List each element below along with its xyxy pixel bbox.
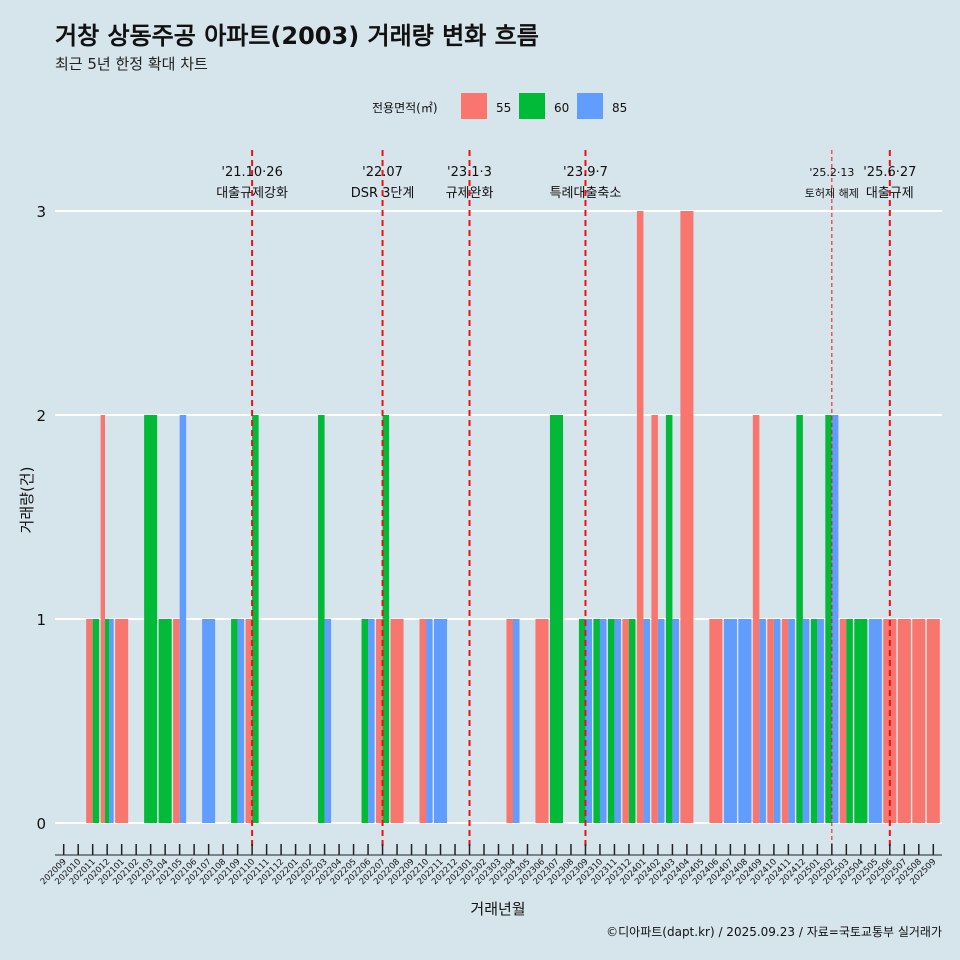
bar-202109-85	[237, 619, 245, 823]
bar-202403-85	[672, 619, 679, 823]
event-label: DSR 3단계	[351, 186, 415, 201]
bar-202011-55	[86, 619, 93, 823]
bar-202312-55	[622, 619, 629, 823]
bar-202210-85	[426, 619, 433, 823]
bar-202411-55	[781, 619, 789, 823]
bar-202402-55	[651, 415, 658, 823]
legend-label: 55	[496, 101, 511, 115]
bar-202409-85	[759, 619, 766, 823]
bar-202401-55	[636, 211, 644, 823]
event-date: '25.6·27	[863, 165, 916, 180]
bar-202107-85	[202, 619, 216, 823]
legend-title: 전용면적(㎡)	[372, 101, 438, 115]
bar-202311-85	[614, 619, 621, 823]
bar-202504-60	[854, 619, 868, 823]
event-date: '25.2·13	[809, 166, 854, 179]
bar-202409-55	[752, 415, 760, 823]
bar-202412-85	[802, 619, 810, 823]
y-tick-label: 2	[36, 407, 46, 425]
bar-202407-85	[723, 619, 737, 823]
bar-202012-55	[100, 415, 105, 823]
bar-202210-55	[419, 619, 427, 823]
bar-202310-85	[599, 619, 607, 823]
legend: 전용면적(㎡) 55 60 85	[372, 93, 627, 119]
legend-key-85	[577, 93, 603, 119]
bar-202104-60	[158, 619, 172, 823]
event-date: '21.10·26	[221, 165, 282, 180]
bar-202110-60	[252, 415, 259, 823]
legend-key-55	[461, 93, 487, 119]
bar-202206-85	[368, 619, 375, 823]
bar-202110-55	[245, 619, 253, 823]
bar-202206-60	[361, 619, 369, 823]
bar-202501-85	[817, 619, 824, 823]
chart-caption: ©디아파트(dapt.kr) / 2025.09.23 / 자료=국토교통부 실…	[606, 925, 942, 939]
bar-202404-55	[680, 211, 694, 823]
bar-202105-85	[179, 415, 187, 823]
bar-202312-60	[628, 619, 636, 823]
bar-202401-85	[643, 619, 650, 823]
bar-202411-85	[788, 619, 795, 823]
chart-subtitle: 최근 5년 한정 확대 차트	[55, 55, 208, 73]
legend-label: 85	[612, 101, 627, 115]
bar-202402-85	[657, 619, 665, 823]
bar-202307-60	[549, 415, 563, 823]
bar-202502-85	[831, 415, 839, 823]
bar-202207-60	[382, 415, 390, 823]
y-axis-label: 거래량(건)	[18, 467, 36, 534]
bar-202306-55	[535, 619, 549, 823]
event-label: 규제완화	[446, 186, 494, 201]
bar-202502-60	[825, 415, 832, 823]
bar-202203-85	[324, 619, 332, 823]
bar-202203-60	[318, 415, 325, 823]
legend-key-60	[519, 93, 545, 119]
event-label: 대출규제강화	[216, 186, 288, 201]
bar-202503-55	[839, 619, 847, 823]
event-date: '22.07	[362, 165, 403, 180]
bar-202211-85	[434, 619, 448, 823]
bar-202109-60	[231, 619, 238, 823]
bar-202103-60	[144, 415, 158, 823]
bar-202304-85	[512, 619, 520, 823]
bar-202406-55	[709, 619, 723, 823]
plot-area: 0 1 2 3 '21.10·26 대출규제강화 '22.07 DSR 3단계 '23.1·3…	[36, 150, 942, 887]
bar-202011-60	[92, 619, 100, 823]
event-date: '23.1·3	[447, 165, 492, 180]
event-label: 대출규제	[866, 186, 914, 201]
bar-202410-55	[767, 619, 774, 823]
event-date: '23.9·7	[563, 165, 608, 180]
y-tick-label: 1	[36, 611, 46, 629]
bar-202311-60	[607, 619, 615, 823]
bar-202501-60	[810, 619, 818, 823]
bar-202304-55	[506, 619, 513, 823]
bar-202507-55	[897, 619, 911, 823]
legend-label: 60	[554, 101, 569, 115]
bar-202508-55	[912, 619, 926, 823]
bar-202403-60	[665, 415, 673, 823]
chart-title: 거창 상동주공 아파트(2003) 거래량 변화 흐름	[55, 22, 539, 50]
bar-202309-85	[585, 619, 592, 823]
bar-202208-55	[390, 619, 404, 823]
y-tick-label: 0	[36, 815, 46, 833]
bar-202105-55	[173, 619, 180, 823]
bar-202410-85	[773, 619, 781, 823]
event-label: 토허제 해제	[805, 186, 859, 200]
bar-202509-55	[926, 619, 940, 823]
bar-202101-55	[115, 619, 129, 823]
bar-202408-85	[738, 619, 752, 823]
bar-202012-60	[105, 619, 110, 823]
event-label: 특례대출축소	[550, 186, 622, 201]
bar-202309-60	[578, 619, 586, 823]
y-tick-label: 3	[36, 203, 46, 221]
bar-202207-55	[376, 619, 383, 823]
bar-202012-85	[109, 619, 114, 823]
bar-202505-85	[868, 619, 882, 823]
x-axis-label: 거래년월	[470, 900, 525, 918]
bar-202412-60	[796, 415, 803, 823]
bar-202503-60	[846, 619, 853, 823]
bar-202310-60	[593, 619, 600, 823]
